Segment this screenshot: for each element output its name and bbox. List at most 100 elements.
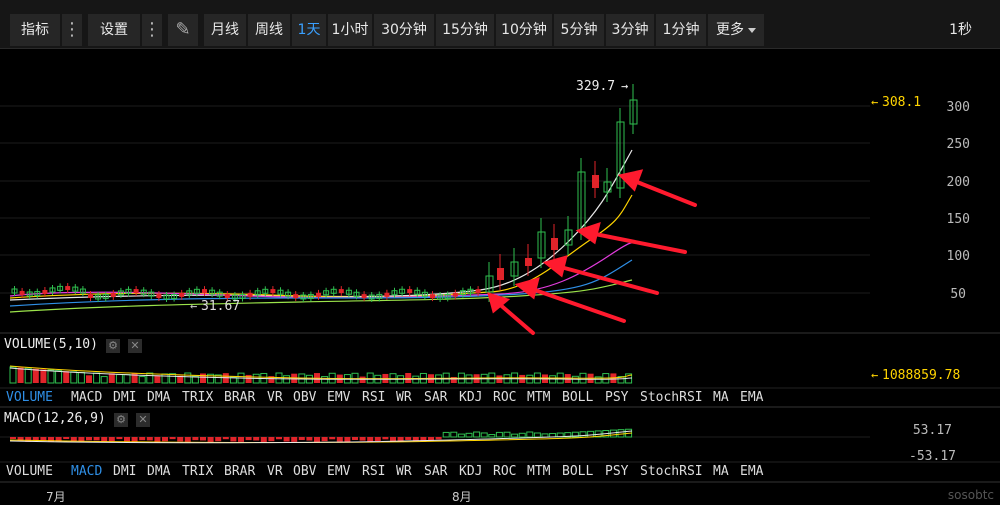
- tab-mtm[interactable]: MTM: [527, 464, 551, 479]
- period-15min[interactable]: 15分钟: [436, 14, 494, 46]
- macd-bar: [495, 431, 503, 438]
- tab-emv[interactable]: EMV: [327, 464, 351, 479]
- tab-psy[interactable]: PSY: [605, 464, 629, 479]
- tab-mtm[interactable]: MTM: [527, 390, 551, 405]
- settings-more-icon[interactable]: ⋮: [142, 14, 162, 46]
- annotation-arrow-4: [527, 286, 626, 323]
- candle-body: [338, 289, 344, 294]
- indicator-tabs-volume: VOLUME MACD DMI DMA TRIX BRAR VR OBV EMV…: [0, 388, 800, 408]
- candle-body: [193, 288, 200, 294]
- draw-pencil-icon[interactable]: ✎: [168, 14, 198, 46]
- tab-roc[interactable]: ROC: [493, 390, 517, 405]
- tab-psy[interactable]: PSY: [605, 390, 629, 405]
- macd-bar: [374, 437, 381, 442]
- volume-bar: [93, 372, 101, 384]
- macd-bar: [473, 431, 481, 438]
- tab-sar[interactable]: SAR: [424, 464, 448, 479]
- settings-button[interactable]: 设置: [88, 14, 140, 46]
- tab-vr[interactable]: VR: [267, 464, 283, 479]
- period-month[interactable]: 月线: [204, 14, 246, 46]
- volume-bar: [359, 376, 366, 383]
- period-1day[interactable]: 1天: [292, 14, 326, 46]
- candle-body: [42, 290, 48, 295]
- candle-body: [353, 291, 360, 297]
- tab-dmi[interactable]: DMI: [113, 464, 137, 479]
- annotation-arrow-3-head: [542, 255, 568, 278]
- period-3min[interactable]: 3分钟: [606, 14, 654, 46]
- tab-macd[interactable]: MACD: [71, 390, 103, 405]
- tab-dma[interactable]: DMA: [147, 464, 171, 479]
- volume-bar: [200, 373, 206, 383]
- macd-bar: [336, 437, 343, 442]
- tab-macd[interactable]: MACD: [71, 464, 103, 479]
- tab-brar[interactable]: BRAR: [224, 464, 256, 479]
- tab-obv[interactable]: OBV: [293, 464, 317, 479]
- period-5min[interactable]: 5分钟: [554, 14, 604, 46]
- tab-obv[interactable]: OBV: [293, 390, 317, 405]
- volume-close-icon[interactable]: ✕: [128, 339, 142, 353]
- macd-bar: [306, 437, 313, 441]
- period-1hour[interactable]: 1小时: [328, 14, 372, 46]
- candle-body: [551, 238, 558, 250]
- tab-vr[interactable]: VR: [267, 390, 283, 405]
- volume-settings-icon[interactable]: ⚙: [106, 339, 120, 353]
- period-30min[interactable]: 30分钟: [374, 14, 434, 46]
- tab-trix[interactable]: TRIX: [182, 390, 214, 405]
- chevron-down-icon: [748, 27, 756, 33]
- volume-bar: [184, 372, 192, 384]
- tab-volume[interactable]: VOLUME: [6, 464, 53, 479]
- refresh-interval[interactable]: 1秒: [949, 22, 972, 38]
- macd-bar: [124, 437, 130, 442]
- macd-bar: [587, 430, 595, 438]
- tab-boll[interactable]: BOLL: [562, 464, 594, 479]
- tab-dmi[interactable]: DMI: [113, 390, 137, 405]
- tab-ma[interactable]: MA: [713, 464, 729, 479]
- period-1min[interactable]: 1分钟: [656, 14, 706, 46]
- macd-bar: [268, 437, 275, 442]
- macd-bar: [25, 437, 32, 442]
- macd-settings-icon[interactable]: ⚙: [114, 413, 128, 427]
- tab-wr[interactable]: WR: [396, 390, 412, 405]
- tab-ema[interactable]: EMA: [740, 390, 764, 405]
- indicators-more-icon[interactable]: ⋮: [62, 14, 82, 46]
- macd-close-icon[interactable]: ✕: [136, 413, 150, 427]
- tab-rsi[interactable]: RSI: [362, 390, 386, 405]
- candle-body: [537, 231, 546, 259]
- tab-roc[interactable]: ROC: [493, 464, 517, 479]
- period-week[interactable]: 周线: [248, 14, 290, 46]
- candle-body: [564, 229, 573, 246]
- tab-sar[interactable]: SAR: [424, 390, 448, 405]
- macd-dif-line: [9, 430, 633, 444]
- high-arrow-icon: →: [621, 79, 628, 93]
- tab-ema[interactable]: EMA: [740, 464, 764, 479]
- tab-trix[interactable]: TRIX: [182, 464, 214, 479]
- tab-stochrsi[interactable]: StochRSI: [640, 390, 703, 405]
- tab-brar[interactable]: BRAR: [224, 390, 256, 405]
- tab-dma[interactable]: DMA: [147, 390, 171, 405]
- tab-wr[interactable]: WR: [396, 464, 412, 479]
- tab-volume[interactable]: VOLUME: [6, 390, 53, 405]
- macd-bar: [276, 437, 282, 440]
- tab-stochrsi[interactable]: StochRSI: [640, 464, 703, 479]
- macd-bar: [314, 437, 320, 442]
- macd-bar: [405, 437, 412, 440]
- tab-rsi[interactable]: RSI: [362, 464, 386, 479]
- candle-body: [95, 294, 102, 300]
- indicators-button[interactable]: 指标: [10, 14, 60, 46]
- volume-bar: [177, 375, 184, 383]
- macd-bar: [48, 437, 54, 442]
- tab-ma[interactable]: MA: [713, 390, 729, 405]
- tab-boll[interactable]: BOLL: [562, 390, 594, 405]
- candle-body: [510, 261, 519, 277]
- candle-body: [231, 294, 238, 300]
- volume-bar: [40, 369, 47, 383]
- candle-body: [156, 294, 162, 299]
- tab-kdj[interactable]: KDJ: [459, 464, 483, 479]
- macd-bar: [154, 437, 161, 442]
- more-periods-dropdown[interactable]: 更多: [708, 14, 764, 46]
- annotation-arrow-4-head: [514, 277, 540, 300]
- tab-emv[interactable]: EMV: [327, 390, 351, 405]
- period-10min[interactable]: 10分钟: [496, 14, 552, 46]
- tab-kdj[interactable]: KDJ: [459, 390, 483, 405]
